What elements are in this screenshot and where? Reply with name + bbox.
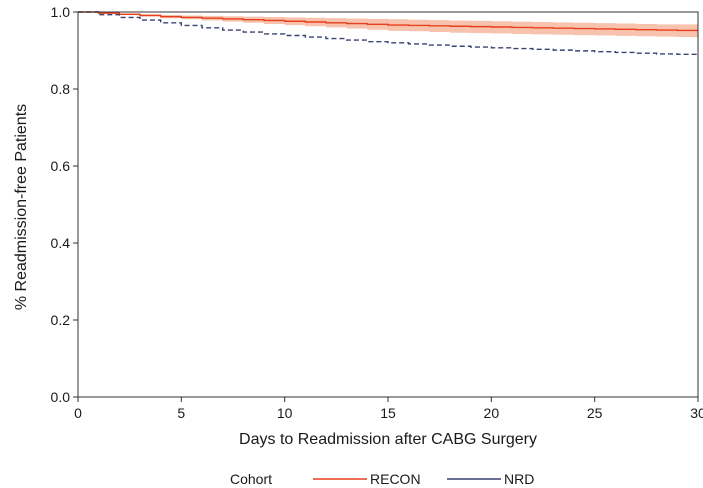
legend: Cohort RECON NRD	[230, 471, 534, 487]
x-tick-label: 15	[380, 405, 396, 421]
y-tick-label: 0.6	[51, 158, 71, 174]
y-tick-label: 0.0	[51, 389, 71, 405]
axes: 0 5 10 15 20 25 30 0.0 0.2 0.4 0.6 0.8 1.0	[51, 4, 703, 421]
series-line-recon	[78, 11, 698, 32]
legend-label-nrd: NRD	[504, 471, 534, 487]
series-line-nrd	[78, 11, 699, 56]
y-tick-label: 0.8	[51, 81, 71, 97]
x-tick-label: 25	[587, 405, 603, 421]
x-tick-label: 5	[177, 405, 185, 421]
y-tick-label: 0.4	[51, 235, 71, 251]
x-axis-label: Days to Readmission after CABG Surgery	[239, 431, 537, 448]
plot-area	[78, 11, 699, 56]
legend-label-recon: RECON	[370, 471, 421, 487]
x-tick-label: 30	[690, 405, 703, 421]
y-tick-label: 1.0	[51, 4, 71, 20]
x-tick-label: 10	[277, 405, 293, 421]
x-tick-label: 0	[74, 405, 82, 421]
plot-frame	[77, 11, 699, 398]
y-axis-label: % Readmission-free Patients	[13, 104, 30, 310]
x-tick-label: 20	[484, 405, 500, 421]
legend-title: Cohort	[230, 471, 272, 487]
y-tick-label: 0.2	[51, 312, 71, 328]
